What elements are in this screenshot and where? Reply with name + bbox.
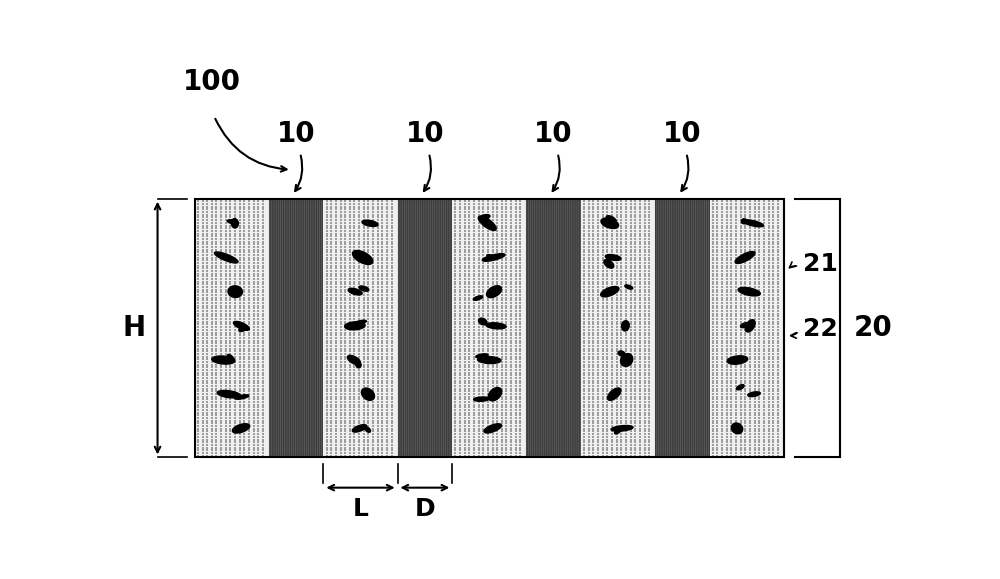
Text: 10: 10 [663, 119, 702, 148]
Text: 20: 20 [854, 314, 892, 342]
Polygon shape [228, 286, 242, 298]
Polygon shape [217, 390, 240, 398]
Polygon shape [347, 356, 360, 365]
Polygon shape [478, 357, 501, 364]
Polygon shape [348, 288, 362, 295]
Polygon shape [352, 424, 367, 432]
Polygon shape [601, 218, 619, 229]
Text: D: D [415, 497, 435, 522]
Bar [323, 199, 398, 457]
Polygon shape [743, 220, 763, 227]
Polygon shape [484, 424, 502, 433]
Bar [710, 199, 784, 457]
Polygon shape [605, 255, 621, 261]
Polygon shape [606, 216, 616, 223]
Polygon shape [362, 220, 378, 226]
Polygon shape [482, 254, 505, 261]
Polygon shape [604, 259, 614, 268]
Polygon shape [611, 426, 633, 431]
Polygon shape [615, 427, 621, 434]
Bar [269, 199, 323, 457]
Bar [526, 199, 581, 457]
Polygon shape [358, 252, 363, 259]
Polygon shape [736, 358, 745, 361]
Polygon shape [625, 285, 633, 289]
Polygon shape [356, 362, 361, 368]
Polygon shape [621, 354, 633, 367]
Polygon shape [235, 395, 249, 400]
Text: 100: 100 [183, 68, 241, 96]
Polygon shape [727, 356, 748, 364]
Text: 10: 10 [277, 119, 315, 148]
Polygon shape [487, 285, 502, 298]
Polygon shape [232, 424, 250, 433]
Polygon shape [738, 287, 760, 296]
Bar [452, 199, 526, 457]
Text: 10: 10 [406, 119, 444, 148]
Polygon shape [361, 388, 374, 400]
Text: L: L [353, 497, 368, 522]
Bar [526, 199, 581, 457]
Polygon shape [359, 286, 369, 291]
Bar [195, 199, 269, 457]
Polygon shape [212, 356, 235, 364]
Bar [269, 199, 323, 457]
Polygon shape [737, 384, 744, 390]
Polygon shape [352, 251, 373, 265]
Text: 22: 22 [803, 317, 838, 341]
Bar [655, 199, 710, 457]
Polygon shape [473, 296, 483, 301]
Polygon shape [227, 219, 238, 223]
Text: H: H [123, 314, 146, 342]
Polygon shape [622, 321, 629, 331]
Polygon shape [233, 321, 249, 330]
Bar [195, 199, 784, 457]
Polygon shape [227, 354, 234, 361]
Polygon shape [486, 323, 506, 329]
Bar [195, 199, 784, 457]
Text: 10: 10 [534, 119, 573, 148]
Polygon shape [741, 219, 747, 224]
Bar [398, 199, 452, 457]
Polygon shape [479, 215, 490, 219]
Polygon shape [478, 318, 487, 325]
Bar [655, 199, 710, 457]
Polygon shape [474, 397, 489, 401]
Polygon shape [601, 287, 619, 297]
Polygon shape [608, 388, 621, 401]
Polygon shape [740, 323, 748, 328]
Polygon shape [354, 320, 366, 324]
Polygon shape [239, 327, 247, 331]
Polygon shape [476, 354, 488, 358]
Bar [581, 199, 655, 457]
Polygon shape [745, 320, 755, 332]
Polygon shape [748, 392, 760, 397]
Bar [398, 199, 452, 457]
Polygon shape [345, 322, 365, 330]
Polygon shape [214, 252, 238, 263]
Polygon shape [735, 251, 755, 263]
Polygon shape [731, 423, 743, 434]
Text: 21: 21 [803, 252, 838, 276]
Polygon shape [618, 351, 625, 356]
Polygon shape [487, 255, 497, 259]
Polygon shape [231, 219, 238, 228]
Polygon shape [365, 427, 371, 433]
Polygon shape [478, 216, 496, 230]
Polygon shape [488, 387, 502, 401]
